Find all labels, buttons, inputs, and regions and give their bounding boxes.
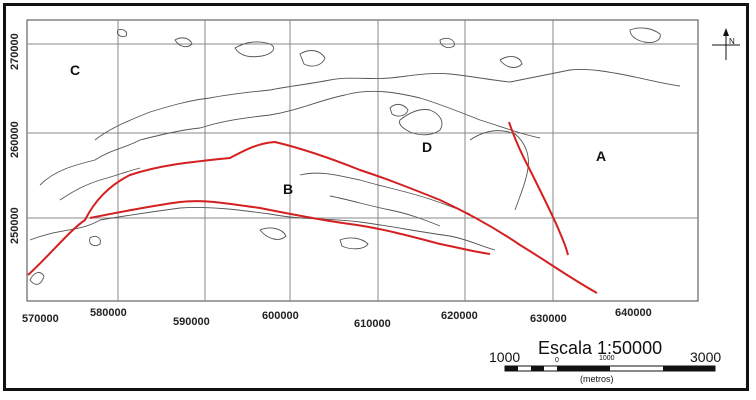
region-label-b: B (283, 181, 293, 197)
fault-line-southern (89, 200, 491, 255)
contour-line (174, 37, 193, 48)
region-label-d: D (422, 139, 432, 155)
scale-bar: Escala 1:50000 1000 0 1000 3000 (metros) (489, 338, 721, 384)
contour-line (329, 195, 441, 227)
region-label-c: C (70, 62, 80, 78)
x-axis-label-610000: 610000 (354, 318, 391, 330)
x-axis-label-630000: 630000 (530, 313, 567, 325)
contour-line (499, 56, 523, 68)
contour-line (89, 235, 101, 247)
contour-line (29, 207, 496, 251)
scale-mid-value: 1000 (599, 355, 615, 362)
fault-line-eastern (508, 121, 569, 256)
north-arrow-icon: N (712, 28, 740, 60)
y-axis-label-250000: 250000 (9, 207, 21, 244)
scale-bar-segment (531, 366, 544, 371)
contour-line (439, 37, 455, 49)
contour-line (29, 272, 45, 285)
contour-line (299, 172, 471, 215)
contour-line (469, 130, 529, 211)
x-axis-label-640000: 640000 (615, 307, 652, 319)
x-axis-label-590000: 590000 (173, 316, 210, 328)
contour-line (259, 227, 287, 240)
contour-lines (29, 27, 681, 285)
map-area-border (26, 19, 699, 302)
contour-line (299, 50, 326, 67)
contour-line (389, 103, 409, 117)
contour-line (117, 29, 127, 37)
north-arrow-label: N (729, 37, 735, 46)
scale-zero: 0 (555, 357, 559, 364)
contour-line (94, 69, 681, 141)
x-axis-label-620000: 620000 (441, 310, 478, 322)
scale-bar-segment (663, 366, 715, 371)
contour-line (39, 90, 541, 186)
scale-right-value: 3000 (690, 349, 721, 365)
fault-lines (27, 121, 598, 294)
region-label-a: A (596, 148, 606, 164)
scale-left-value: 1000 (489, 349, 520, 365)
contour-line (399, 109, 443, 136)
scale-title: Escala 1:50000 (538, 338, 662, 358)
scale-bar-segment (505, 366, 518, 371)
coordinate-grid (27, 20, 698, 301)
x-axis-label-580000: 580000 (90, 307, 127, 319)
x-axis-label-570000: 570000 (22, 313, 59, 325)
y-axis-label-270000: 270000 (9, 33, 21, 70)
contour-line (629, 27, 661, 43)
scale-bar-segment (557, 366, 610, 371)
y-axis-label-260000: 260000 (9, 121, 21, 158)
contour-line (234, 41, 275, 58)
map-frame (3, 3, 749, 391)
x-axis-label-600000: 600000 (262, 310, 299, 322)
contour-line (339, 237, 369, 250)
contour-line (59, 167, 141, 201)
scale-unit: (metros) (580, 374, 614, 384)
fault-line-main (27, 140, 598, 294)
